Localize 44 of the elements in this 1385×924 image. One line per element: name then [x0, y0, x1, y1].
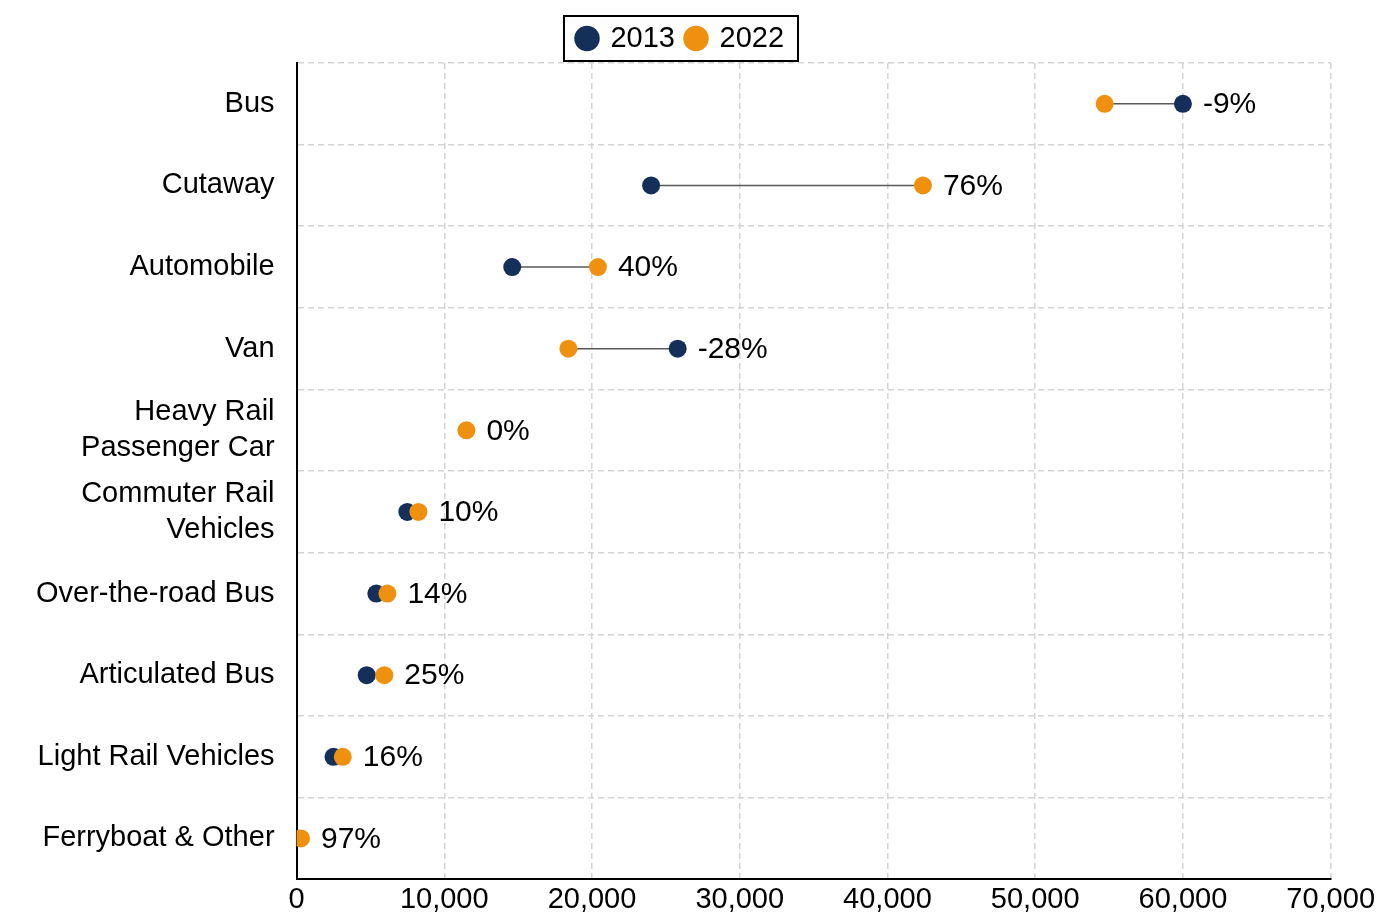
x-tick-label: 0	[288, 881, 305, 914]
y-tick-label: Over-the-road Bus	[36, 575, 275, 608]
annotation: 10%	[438, 494, 499, 528]
y-tick-label: Articulated Bus	[79, 657, 275, 690]
y-tick-label: Cutaway	[161, 167, 276, 200]
point	[503, 258, 522, 277]
annotation: -28%	[697, 330, 768, 364]
point	[1095, 94, 1114, 113]
annotation: 25%	[404, 657, 465, 691]
point	[375, 666, 394, 685]
x-tick-label: 40,000	[843, 881, 932, 914]
point	[559, 339, 578, 358]
point	[913, 176, 932, 195]
annotation: 16%	[362, 739, 423, 773]
x-tick-label: 50,000	[990, 881, 1080, 914]
y-tick-label: Bus	[224, 85, 275, 118]
annotation: 76%	[942, 167, 1003, 201]
x-tick-label: 20,000	[547, 881, 637, 914]
point	[378, 584, 397, 603]
x-tick-label: 60,000	[1138, 881, 1228, 914]
annotation: -9%	[1202, 86, 1257, 120]
y-tick-label: Light Rail Vehicles	[37, 738, 275, 771]
x-tick-label: 10,000	[399, 881, 489, 914]
point	[357, 666, 376, 685]
annotation: 40%	[617, 249, 678, 283]
x-tick-label: 30,000	[695, 881, 785, 914]
point	[1173, 94, 1192, 113]
x-tick-label: 70,000	[1286, 881, 1375, 914]
legend-label: 2022	[719, 20, 785, 53]
point	[642, 176, 661, 195]
annotation: 0%	[486, 412, 530, 446]
y-tick-label: Commuter Rail Vehicles	[81, 475, 275, 545]
legend-label: 2013	[610, 20, 675, 53]
y-tick-label: Ferryboat & Other	[42, 820, 275, 853]
point	[588, 258, 607, 277]
point	[333, 747, 352, 766]
y-tick-label: Heavy Rail Passenger Car	[81, 394, 275, 463]
point	[668, 339, 687, 358]
point	[409, 502, 428, 521]
annotation: 14%	[407, 575, 468, 609]
y-tick-label: Van	[225, 330, 275, 363]
point	[457, 421, 476, 440]
annotation: 97%	[320, 820, 382, 854]
y-tick-label: Automobile	[129, 249, 275, 282]
